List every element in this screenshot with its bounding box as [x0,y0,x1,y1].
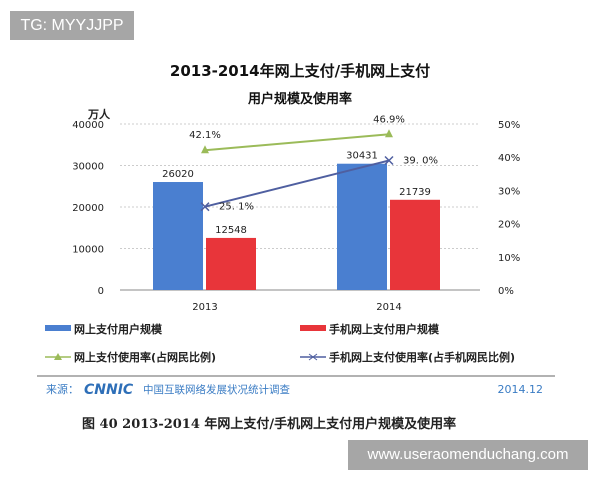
y-tick-label: 30000 [72,162,104,173]
bar-data-label: 21739 [399,187,431,198]
legend-swatch [45,325,71,331]
triangle-marker [201,145,209,154]
y-tick-label: 10000 [72,245,104,256]
y-tick-label: 40000 [72,120,104,131]
y-tick-label: 20000 [72,203,104,214]
legend-swatch [300,325,326,331]
y-tick-label: 0 [98,286,104,297]
legend-triangle-marker [54,353,62,360]
y2-tick-label: 30% [498,186,520,197]
y2-tick-label: 50% [498,120,520,131]
y2-tick-label: 40% [498,153,520,164]
legend-label: 网上支付用户规模 [74,322,163,336]
bar [337,163,387,290]
x-tick-label: 2013 [192,302,217,313]
x-tick-label: 2014 [376,302,401,313]
watermark-tag: TG: MYYJJPP [10,11,134,40]
chart-title: 2013-2014年网上支付/手机网上支付 [170,62,430,80]
y2-tick-label: 10% [498,253,520,264]
legend-label: 手机网上支付使用率(占手机网民比例) [329,350,515,364]
bar [390,199,440,290]
legend-label: 网上支付使用率(占网民比例) [74,350,216,364]
legend-x-marker [308,353,318,361]
chart-subtitle: 用户规模及使用率 [247,91,352,107]
y2-tick-label: 0% [498,286,514,297]
watermark-url: www.useraomenduchang.com [348,440,588,470]
source-date: 2014.12 [498,383,544,396]
bar-data-label: 12548 [215,225,247,236]
legend-label: 手机网上支付用户规模 [329,322,440,336]
y2-tick-label: 20% [498,220,520,231]
line-data-label: 46.9% [373,114,405,125]
line-series [204,133,390,152]
figure-caption: 图 40 2013-2014 年网上支付/手机网上支付用户规模及使用率 [82,416,456,432]
x-marker [200,202,210,212]
bar [206,237,256,290]
line-data-label: 25. 1% [219,202,254,213]
source-label: 来源： [46,382,79,396]
triangle-marker [385,129,393,138]
line-series [204,159,390,208]
bar-data-label: 26020 [162,169,194,180]
x-marker [384,155,394,166]
y-axis-label: 万人 [87,107,111,121]
line-data-label: 42.1% [189,130,221,141]
source-text: 中国互联网络发展状况统计调查 [143,383,290,396]
cnnic-logo: CNNIC [84,382,134,398]
line-data-label: 39. 0% [403,156,438,167]
bar [153,182,203,290]
bar-data-label: 30431 [346,151,378,162]
